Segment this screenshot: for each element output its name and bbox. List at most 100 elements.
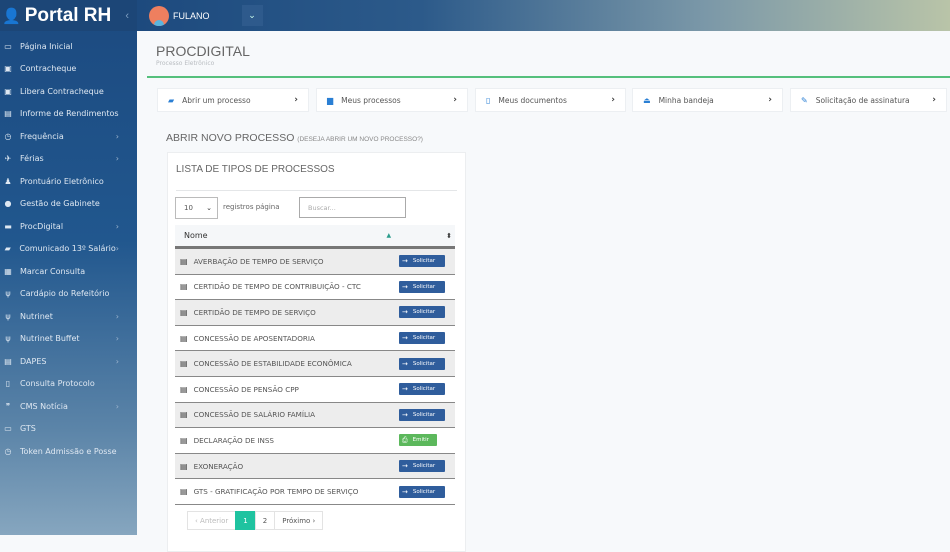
sidebar-item[interactable]: ▤ DAPES › <box>0 350 137 373</box>
avatar[interactable] <box>149 5 169 26</box>
page-button[interactable]: 2 <box>254 511 276 530</box>
quote-icon: ❞ <box>5 401 11 411</box>
arrow-right-icon: → <box>402 257 408 266</box>
table-row: ▤ CONCESSÃO DE APOSENTADORIA → Solicitar <box>175 326 455 352</box>
request-button[interactable]: → Solicitar <box>399 485 445 498</box>
sidebar-item[interactable]: ▭ Página Inicial <box>0 35 137 58</box>
sidebar-item[interactable]: ψ Cardápio do Refeitório <box>0 283 137 306</box>
prev-page-button[interactable]: ‹ Anterior <box>187 511 237 530</box>
sort-asc-icon[interactable]: ▲ <box>386 232 392 239</box>
chevron-right-icon: › <box>932 95 936 105</box>
table-row: ▤ CONCESSÃO DE PENSÃO CPP → Solicitar <box>175 377 455 403</box>
request-button[interactable]: → Solicitar <box>399 332 445 345</box>
arrow-right-icon: → <box>402 385 408 394</box>
request-button[interactable]: → Solicitar <box>399 460 445 473</box>
process-name: CERTIDÃO DE TEMPO DE CONTRIBUIÇÃO - CTC <box>193 282 361 292</box>
sidebar-menu: ▭ Página Inicial ▣ Contracheque ▣ Libera Cont… <box>0 31 137 463</box>
button-label: Solicitar <box>412 386 436 393</box>
page-length-select[interactable]: 10 ⌄ <box>175 197 218 219</box>
user-dropdown-button[interactable]: ⌄ <box>241 5 263 26</box>
arrow-right-icon: → <box>402 462 408 471</box>
sidebar-item-label: Frequência <box>20 131 64 141</box>
process-name: DECLARAÇÃO DE INSS <box>193 435 274 445</box>
next-page-button[interactable]: Próximo › <box>274 511 324 530</box>
calendar-icon: ▦ <box>4 266 12 276</box>
sidebar-item-label: Marcar Consulta <box>20 266 86 276</box>
sidebar-item-label: DAPES <box>20 356 47 366</box>
sidebar-item-label: Nutrinet Buffet <box>20 334 80 344</box>
pagination: ‹ Anterior 1 2 Próximo › <box>187 511 324 530</box>
column-name[interactable]: Nome <box>184 231 208 240</box>
button-label: Solicitar <box>412 258 436 265</box>
nav-card[interactable]: ▆ Meus processos › <box>316 88 468 112</box>
sidebar-item[interactable]: ❞ CMS Notícia › <box>0 395 137 418</box>
sidebar-item[interactable]: ▤ Informe de Rendimentos <box>0 103 137 126</box>
divider <box>147 76 950 78</box>
sidebar-item[interactable]: ◷ Token Admissão e Posse <box>0 440 137 463</box>
brand[interactable]: 👤 Portal RH ‹ <box>0 0 137 31</box>
chevron-right-icon: › <box>115 401 119 411</box>
sidebar-item-label: CMS Notícia <box>20 401 68 411</box>
nav-card[interactable]: ⏏ Minha bandeja › <box>632 88 783 112</box>
request-button[interactable]: → Solicitar <box>399 306 445 319</box>
sort-icon[interactable]: ⬍ <box>446 231 452 240</box>
request-button[interactable]: → Solicitar <box>399 255 445 268</box>
file-icon: ▤ <box>180 435 188 445</box>
table-body: ▤ AVERBAÇÃO DE TEMPO DE SERVIÇO → Solicitar… <box>175 249 455 505</box>
nav-card[interactable]: ✎ Solicitação de assinatura › <box>790 88 947 112</box>
folder-icon: ▰ <box>168 95 175 105</box>
sidebar-item[interactable]: ψ Nutrinet › <box>0 305 137 328</box>
process-types-panel: LISTA DE TIPOS DE PROCESSOS 10 ⌄ registro… <box>167 152 466 552</box>
page-button[interactable]: 1 <box>235 511 256 530</box>
money-icon: ▣ <box>4 86 12 96</box>
process-name: EXONERAÇÃO <box>193 461 244 471</box>
chevron-right-icon: › <box>115 244 119 254</box>
sidebar: 👤 Portal RH ‹ ▭ Página Inicial ▣ Contracheque… <box>0 0 137 535</box>
emit-button[interactable]: ⎙ Emitir <box>399 434 437 447</box>
request-button[interactable]: → Solicitar <box>399 383 445 396</box>
collapse-sidebar-icon[interactable]: ‹ <box>125 9 129 22</box>
sidebar-item[interactable]: ♟ Prontuário Eletrônico <box>0 170 137 193</box>
monitor-icon: ▭ <box>4 41 12 51</box>
sidebar-item[interactable]: ◷ Frequência › <box>0 125 137 148</box>
process-name: GTS - GRATIFICAÇÃO POR TEMPO DE SERVIÇO <box>193 487 359 497</box>
table-row: ▤ CONCESSÃO DE ESTABILIDADE ECONÔMICA → Sol… <box>175 351 455 377</box>
request-button[interactable]: → Solicitar <box>399 357 445 370</box>
request-button[interactable]: → Solicitar <box>399 408 445 421</box>
table-header[interactable]: Nome ▲ ⬍ <box>175 225 455 249</box>
sidebar-item[interactable]: ▭ GTS <box>0 418 137 441</box>
request-button[interactable]: → Solicitar <box>399 280 445 293</box>
circle-icon: ● <box>4 199 12 209</box>
sidebar-item[interactable]: ▯ Consulta Protocolo <box>0 373 137 396</box>
process-name: CERTIDÃO DE TEMPO DE SERVIÇO <box>193 307 316 317</box>
search-input[interactable] <box>299 197 406 218</box>
nav-card[interactable]: ▰ Abrir um processo › <box>157 88 309 112</box>
nav-card[interactable]: ▯ Meus documentos › <box>475 88 626 112</box>
table-row: ▤ CONCESSÃO DE SALÁRIO FAMÍLIA → Solicitar <box>175 402 455 429</box>
section-hint: (DESEJA ABRIR UM NOVO PROCESSO?) <box>297 136 423 143</box>
sidebar-item[interactable]: ▰ Comunicado 13º Salário › <box>0 238 137 261</box>
plane-icon: ✈ <box>4 154 12 164</box>
sidebar-item[interactable]: ψ Nutrinet Buffet › <box>0 328 137 351</box>
panel-title: LISTA DE TIPOS DE PROCESSOS <box>176 164 335 175</box>
sidebar-item[interactable]: ▣ Contracheque <box>0 58 137 81</box>
chevron-right-icon: › <box>611 95 615 105</box>
arrow-right-icon: → <box>402 487 408 496</box>
button-label: Solicitar <box>412 463 436 470</box>
top-bar: FULANO ⌄ <box>137 0 950 31</box>
table-row: ▤ EXONERAÇÃO → Solicitar <box>175 453 455 480</box>
sidebar-item-label: GTS <box>20 424 36 434</box>
sidebar-item-label: Férias <box>20 154 44 164</box>
sidebar-item[interactable]: ● Gestão de Gabinete <box>0 193 137 216</box>
user-name[interactable]: FULANO <box>173 10 210 21</box>
inbox-icon: ⏏ <box>643 95 651 105</box>
sidebar-item[interactable]: ▦ Marcar Consulta <box>0 260 137 283</box>
sidebar-item[interactable]: ✈ Férias › <box>0 148 137 171</box>
chevron-right-icon: › <box>453 95 457 105</box>
button-label: Solicitar <box>412 411 436 418</box>
sidebar-item-label: Comunicado 13º Salário <box>19 244 116 254</box>
brand-title: Portal RH <box>24 4 112 26</box>
sidebar-item[interactable]: ▣ Libera Contracheque <box>0 80 137 103</box>
sidebar-item[interactable]: ▬ ProcDigital › <box>0 215 137 238</box>
table-row: ▤ GTS - GRATIFICAÇÃO POR TEMPO DE SERVIÇO… <box>175 479 455 505</box>
